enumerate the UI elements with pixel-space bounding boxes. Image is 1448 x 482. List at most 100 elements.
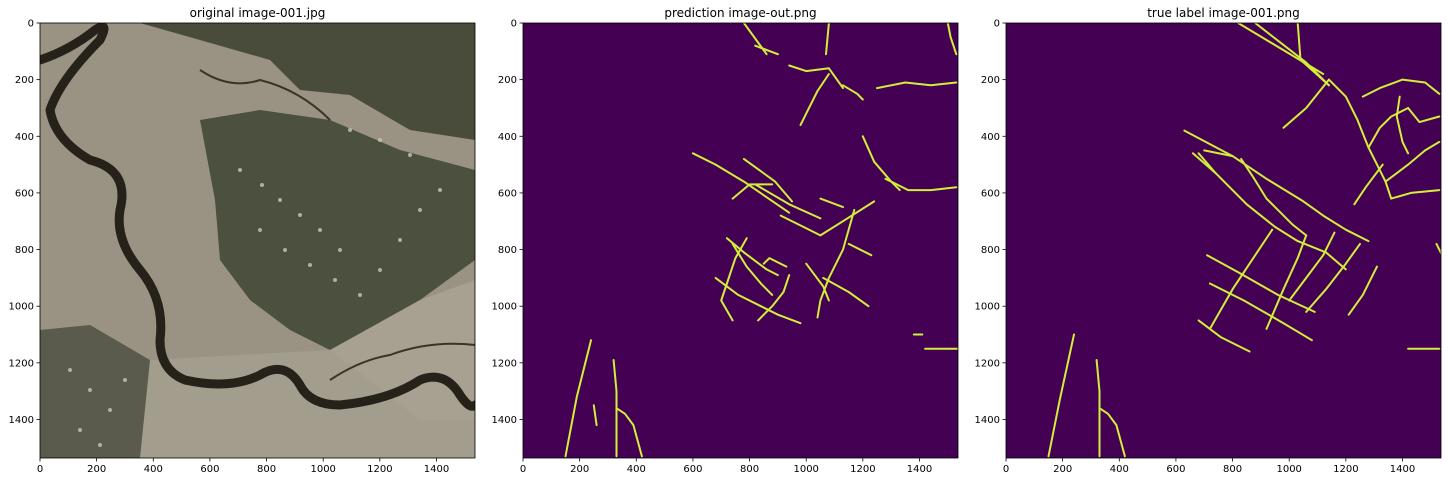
prediction-road-segment-26 [847,242,873,257]
y-tick-label: 1400 [9,415,34,426]
prediction-road-segment-16 [819,197,844,209]
x-tick-label: 400 [627,464,646,475]
x-tick-label: 200 [570,464,589,475]
prediction-road-segment-12 [742,157,793,203]
label-road-segment-14 [1203,149,1234,158]
label-road-segment-23 [1347,265,1378,316]
prediction-road-segment-31 [612,359,618,458]
label-road-segment-16 [1208,228,1274,330]
y-tick-label: 1200 [975,358,1000,369]
prediction-road-segment-2 [825,23,830,56]
label-road-segment-21 [1288,231,1336,302]
x-tick-label: 600 [683,464,702,475]
y-tick-label: 1000 [9,302,34,313]
photo-river [40,23,475,411]
photo-creek-2 [329,342,475,381]
label-road-segment-9 [1384,140,1441,183]
prediction-road-segment-13 [754,183,822,220]
x-tick-label: 800 [740,464,759,475]
x-tick-label: 1000 [310,464,335,475]
label-mask-background [1006,23,1441,458]
label-road-segment-24 [1353,163,1384,206]
label-road-segment-22 [1305,242,1361,313]
y-tick-label: 800 [981,245,1000,256]
panel-title-prediction: prediction image-out.png [664,6,816,20]
y-tick-label: 1400 [492,415,517,426]
axes-frame-1 [522,22,959,459]
photo-forest-top [140,23,475,140]
x-tick-label: 1400 [907,464,932,475]
prediction-road-segment-18 [720,237,748,322]
y-tick-label: 0 [28,19,34,30]
y-tick-label: 800 [15,245,34,256]
label-road-segment-7 [1407,107,1441,124]
prediction-road-segment-9 [884,177,958,192]
label-road-segment-17 [1265,234,1308,330]
label-road-segments [1047,23,1441,458]
x-tick-label: 1400 [424,464,449,475]
x-tick-label: 200 [1053,464,1072,475]
photo-creek [199,69,331,121]
x-tick-label: 400 [144,464,163,475]
prediction-road-segment-5 [842,84,864,101]
label-road-segment-20 [1197,319,1251,353]
prediction-road-segment-30 [592,404,598,427]
label-road-segment-29 [1098,407,1126,458]
y-tick-label: 1400 [975,415,1000,426]
prediction-road-segment-17 [725,237,779,277]
label-road-segment-8 [1367,107,1410,149]
panel-title-true-label: true label image-001.png [1147,6,1300,20]
x-tick-label: 0 [1003,464,1009,475]
prediction-road-segment-20 [762,257,788,268]
y-tick-label: 200 [15,75,34,86]
prediction-road-segment-6 [876,81,958,90]
prediction-road-segment-10 [691,152,717,166]
prediction-road-segment-1 [754,44,779,56]
x-tick-label: 1000 [793,464,818,475]
label-road-segment-26 [1435,242,1441,256]
prediction-road-segment-4 [799,73,830,126]
photo-panel [40,23,475,458]
label-road-segment-18 [1206,254,1316,313]
label-road-segment-2 [1296,23,1330,87]
y-tick-label: 400 [15,132,34,143]
x-tick-label: 600 [200,464,219,475]
y-tick-label: 1200 [9,358,34,369]
prediction-road-segment-14 [731,183,774,200]
photo-marsh-bottom [140,350,475,458]
prediction-road-segment-32 [615,407,643,458]
prediction-road-segment-19 [731,242,774,296]
y-tick-label: 1000 [975,302,1000,313]
label-road-segment-4 [1282,78,1330,129]
label-road-segment-19 [1208,282,1313,342]
label-road-segment-12 [1240,157,1308,237]
x-tick-label: 800 [1223,464,1242,475]
prediction-road-segment-3 [788,64,844,90]
label-road-segment-6 [1395,95,1410,155]
prediction-road-segment-21 [714,276,802,325]
photo-house-dots [68,128,442,447]
prediction-road-segment-22 [805,262,830,302]
y-tick-label: 1000 [492,302,517,313]
label-road-segment-28 [1095,359,1101,458]
label-road-segment-15 [1197,152,1217,175]
y-tick-label: 600 [498,188,517,199]
y-tick-label: 0 [994,19,1000,30]
prediction-road-segment-24 [816,208,856,319]
y-tick-label: 400 [981,132,1000,143]
photo-forest-center [200,110,475,350]
prediction-road-segment-25 [822,276,870,308]
x-tick-label: 1000 [1276,464,1301,475]
x-tick-label: 0 [520,464,526,475]
y-tick-label: 1200 [492,358,517,369]
axes-frame-0 [39,22,476,459]
prediction-road-segment-7 [946,23,958,56]
label-road-segment-3 [1327,78,1393,200]
axes-frame-2 [1005,22,1442,459]
prediction-road-segment-29 [564,339,592,458]
y-tick-label: 600 [15,188,34,199]
y-tick-label: 0 [511,19,517,30]
x-tick-label: 1200 [367,464,392,475]
panel-title-original: original image-001.jpg [190,6,326,20]
